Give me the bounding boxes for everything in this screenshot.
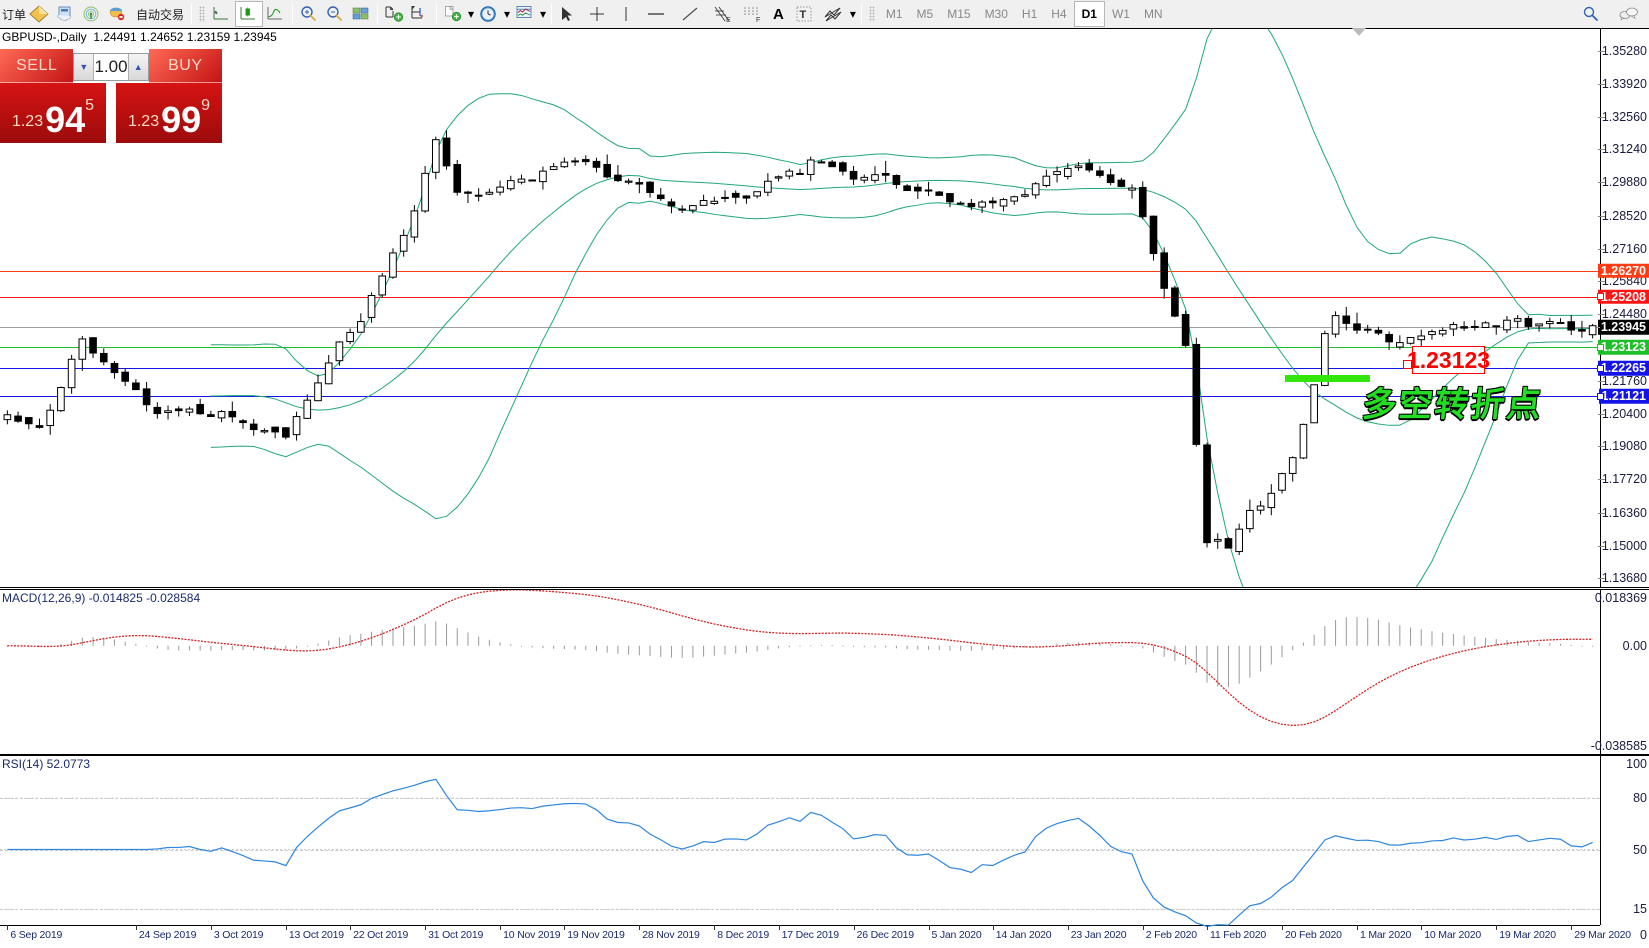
svg-text:F: F bbox=[756, 17, 760, 22]
svg-text:T: T bbox=[799, 9, 806, 21]
svg-text:E: E bbox=[726, 17, 731, 23]
